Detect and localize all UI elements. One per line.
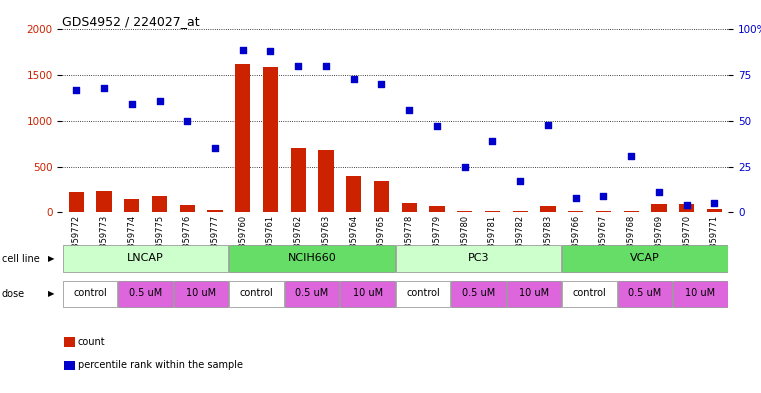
- Bar: [507, 281, 562, 307]
- Bar: [180, 206, 195, 212]
- Point: [514, 178, 527, 184]
- Point: [653, 189, 665, 195]
- Text: percentile rank within the sample: percentile rank within the sample: [78, 360, 243, 371]
- Point: [431, 123, 443, 129]
- Bar: [68, 192, 84, 212]
- Bar: [618, 281, 672, 307]
- Text: GDS4952 / 224027_at: GDS4952 / 224027_at: [62, 15, 200, 28]
- Bar: [235, 64, 250, 212]
- Text: VCAP: VCAP: [630, 253, 660, 263]
- Bar: [562, 245, 728, 272]
- Bar: [340, 281, 395, 307]
- Bar: [540, 206, 556, 212]
- Point: [264, 48, 276, 55]
- Bar: [63, 245, 228, 272]
- Point: [403, 107, 416, 113]
- Text: control: control: [573, 288, 607, 298]
- Bar: [318, 150, 333, 212]
- Bar: [291, 148, 306, 212]
- Text: 0.5 uM: 0.5 uM: [629, 288, 661, 298]
- Bar: [596, 211, 611, 212]
- Text: NCIH660: NCIH660: [288, 253, 336, 263]
- Bar: [451, 281, 506, 307]
- Point: [680, 202, 693, 208]
- Bar: [673, 281, 728, 307]
- Point: [708, 200, 721, 206]
- Bar: [568, 211, 584, 212]
- Point: [126, 101, 138, 108]
- Text: dose: dose: [2, 289, 24, 299]
- Point: [181, 118, 193, 124]
- Bar: [152, 196, 167, 212]
- Point: [625, 152, 637, 159]
- Text: control: control: [406, 288, 440, 298]
- Bar: [396, 281, 451, 307]
- Point: [348, 76, 360, 82]
- Bar: [651, 204, 667, 212]
- Bar: [63, 281, 117, 307]
- Point: [597, 193, 610, 199]
- Text: 10 uM: 10 uM: [686, 288, 715, 298]
- Bar: [229, 245, 395, 272]
- Bar: [457, 211, 473, 212]
- Point: [292, 63, 304, 69]
- Text: PC3: PC3: [468, 253, 489, 263]
- Bar: [679, 204, 694, 212]
- Text: control: control: [73, 288, 107, 298]
- Point: [98, 85, 110, 91]
- Bar: [207, 210, 223, 212]
- Point: [569, 195, 581, 201]
- Point: [459, 163, 471, 170]
- Point: [209, 145, 221, 151]
- Point: [70, 86, 82, 93]
- Text: ▶: ▶: [48, 254, 55, 263]
- Point: [237, 46, 249, 53]
- Bar: [513, 211, 528, 212]
- Point: [542, 121, 554, 128]
- Text: 10 uM: 10 uM: [186, 288, 216, 298]
- Text: 0.5 uM: 0.5 uM: [129, 288, 162, 298]
- Bar: [396, 245, 562, 272]
- Point: [375, 81, 387, 87]
- Bar: [374, 181, 389, 212]
- Text: count: count: [78, 337, 105, 347]
- Bar: [124, 198, 139, 212]
- Bar: [229, 281, 284, 307]
- Text: LNCAP: LNCAP: [127, 253, 164, 263]
- Bar: [707, 209, 722, 212]
- Text: 0.5 uM: 0.5 uM: [295, 288, 329, 298]
- Point: [486, 138, 498, 144]
- Bar: [97, 191, 112, 212]
- Text: ▶: ▶: [48, 290, 55, 298]
- Bar: [263, 67, 278, 212]
- Bar: [174, 281, 228, 307]
- Bar: [346, 176, 361, 212]
- Text: cell line: cell line: [2, 253, 40, 264]
- Text: 10 uM: 10 uM: [519, 288, 549, 298]
- Bar: [285, 281, 339, 307]
- Text: 10 uM: 10 uM: [352, 288, 383, 298]
- Text: control: control: [240, 288, 273, 298]
- Text: 0.5 uM: 0.5 uM: [462, 288, 495, 298]
- Bar: [623, 211, 638, 212]
- Bar: [402, 203, 417, 212]
- Bar: [562, 281, 616, 307]
- Bar: [485, 211, 500, 212]
- Bar: [119, 281, 173, 307]
- Point: [320, 63, 332, 69]
- Bar: [429, 206, 444, 212]
- Point: [154, 97, 166, 104]
